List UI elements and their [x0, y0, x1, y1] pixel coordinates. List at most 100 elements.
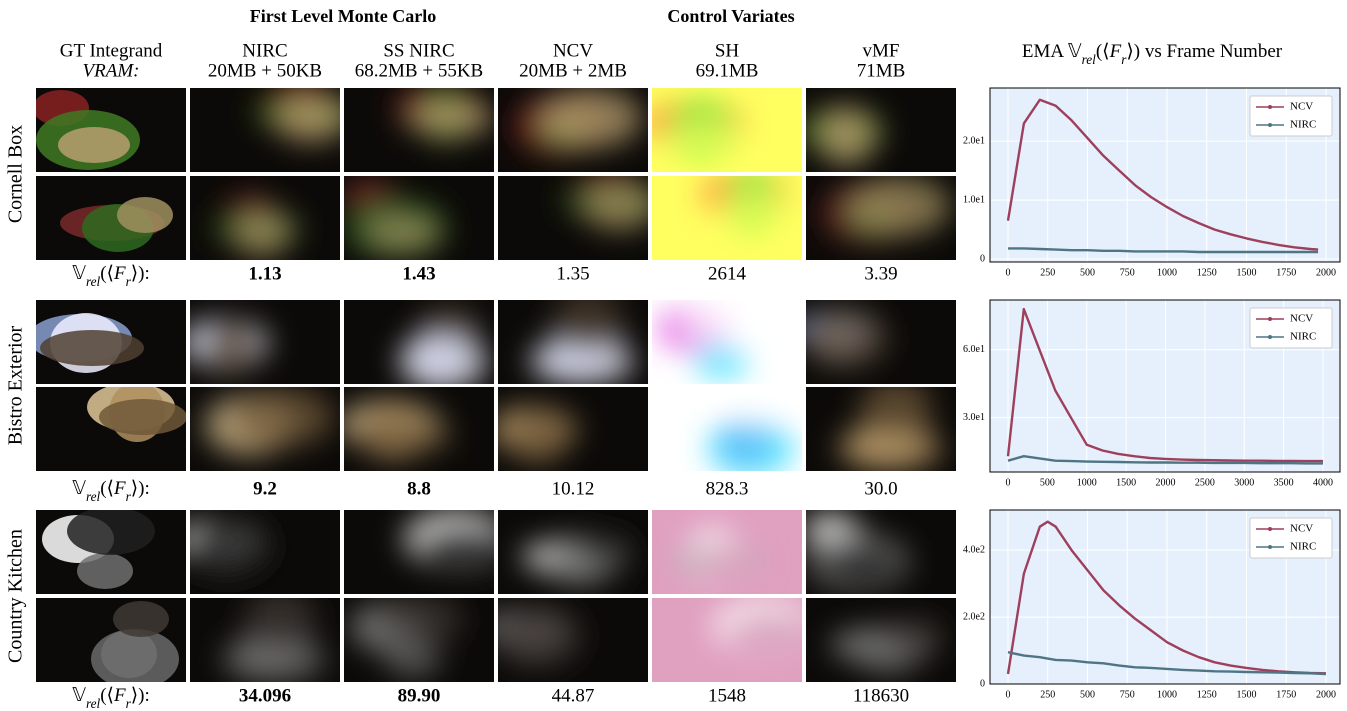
x-tick-label: 1500 [1116, 477, 1136, 488]
x-tick-label: 250 [1040, 689, 1055, 700]
legend-marker [1268, 105, 1272, 109]
metric-part: (⟨ [100, 685, 114, 706]
blob [552, 291, 624, 351]
x-tick-label: 1000 [1157, 267, 1177, 278]
metric-value: 34.096 [239, 685, 291, 706]
legend-label: NCV [1290, 313, 1313, 325]
x-tick-label: 1500 [1236, 267, 1256, 278]
blob [399, 331, 487, 391]
thumbnail [344, 509, 520, 594]
thumbnail [498, 291, 648, 385]
thumbnail [190, 176, 340, 260]
blob [203, 318, 259, 378]
thumbnail [36, 176, 186, 260]
metric-value: 9.2 [253, 478, 277, 499]
blob [67, 507, 155, 555]
column-vram: 20MB + 2MB [519, 60, 627, 81]
metric-part: 𝕍 [72, 263, 86, 284]
metric-colon: : [145, 685, 150, 706]
column-vram: 69.1MB [696, 60, 759, 81]
legend-marker [1268, 527, 1272, 531]
metric-value: 828.3 [706, 478, 749, 499]
metric-colon: : [145, 478, 150, 499]
blob [385, 641, 441, 677]
thumbnail [652, 297, 802, 384]
metric-value: 1.35 [556, 263, 589, 284]
blob [77, 553, 133, 589]
metric-value: 89.90 [398, 685, 441, 706]
metric-part: rel [1082, 52, 1097, 67]
blob [693, 343, 749, 379]
blob [91, 629, 179, 689]
blob [828, 549, 900, 585]
blob [366, 215, 438, 251]
blob [99, 399, 187, 435]
column-vram: 68.2MB + 55KB [355, 60, 483, 81]
blob [375, 595, 463, 643]
x-tick-label: 0 [1005, 267, 1010, 278]
chart-title-prefix: EMA [1022, 41, 1065, 62]
thumbnail [190, 78, 358, 172]
metric-part: 𝕍 [1068, 41, 1082, 62]
thumbnail [806, 598, 956, 682]
blob [697, 543, 753, 591]
thumbnail [498, 88, 648, 172]
legend-marker [1268, 335, 1272, 339]
thumbnail [806, 176, 956, 260]
x-tick-label: 1250 [1197, 267, 1217, 278]
thumbnail [344, 300, 494, 391]
thumbnail [36, 382, 187, 471]
thumbnail [344, 83, 495, 172]
thumbnail [33, 88, 186, 172]
thumbnail [498, 510, 648, 594]
blob [511, 405, 567, 465]
metric-part: (⟨ [100, 263, 114, 284]
metric-value: 3.39 [864, 263, 897, 284]
blob [887, 619, 943, 655]
blob [117, 197, 173, 233]
thumbnail [797, 88, 956, 172]
blob [579, 531, 635, 567]
thumbnail [652, 510, 802, 594]
legend-marker [1268, 317, 1272, 321]
y-tick-label: 0 [980, 253, 985, 264]
blob [58, 127, 130, 163]
metric-part: (⟨ [100, 478, 114, 499]
metric-part: 𝕍 [72, 478, 86, 499]
x-tick-label: 2000 [1316, 267, 1336, 278]
thumbnail [652, 171, 803, 260]
metric-value: 10.12 [552, 478, 595, 499]
metric-part: F [113, 263, 126, 284]
column-vram: 71MB [857, 60, 906, 81]
thumbnail [173, 510, 340, 594]
metric-part: (⟨ [1096, 41, 1110, 62]
x-tick-label: 1750 [1276, 267, 1296, 278]
blob [348, 417, 452, 453]
blob [801, 309, 889, 369]
thumbnail [481, 598, 648, 682]
blob [113, 601, 169, 637]
scene-name: Bistro Exterior [5, 325, 27, 445]
metric-part: F [113, 685, 126, 706]
x-tick-label: 1500 [1236, 689, 1256, 700]
thumbnail [806, 378, 956, 472]
thumbnail-blobs [481, 607, 581, 667]
x-tick-label: 3000 [1234, 477, 1254, 488]
metric-part: rel [86, 696, 101, 711]
blob [421, 303, 477, 339]
blob [276, 94, 348, 142]
legend-label: NCV [1290, 523, 1313, 535]
blob [40, 330, 144, 366]
scene-name: Country Kitchen [5, 529, 27, 663]
x-tick-label: 500 [1080, 689, 1095, 700]
blob [407, 100, 495, 136]
metric-label: 𝕍rel(⟨Fr⟩): [72, 263, 150, 288]
x-tick-label: 3500 [1274, 477, 1294, 488]
metric-part: rel [86, 489, 101, 504]
thumbnail [181, 300, 340, 384]
thumbnail [489, 387, 648, 471]
thumbnail [28, 300, 186, 384]
column-name: SS NIRC [383, 40, 454, 61]
blob [230, 387, 334, 447]
blob [860, 378, 932, 438]
